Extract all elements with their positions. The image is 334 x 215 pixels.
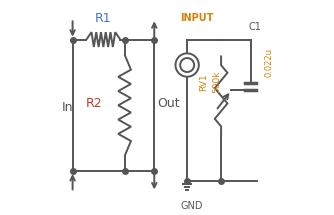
Text: INPUT: INPUT bbox=[180, 13, 213, 23]
Text: R2: R2 bbox=[86, 97, 102, 110]
Text: GND: GND bbox=[180, 201, 203, 211]
Text: R1: R1 bbox=[95, 12, 112, 25]
Text: 500k: 500k bbox=[213, 71, 222, 93]
Text: In: In bbox=[62, 101, 73, 114]
Text: 0.022u: 0.022u bbox=[265, 48, 274, 77]
Text: C1: C1 bbox=[249, 22, 262, 32]
Text: Out: Out bbox=[157, 97, 180, 110]
Text: RV1: RV1 bbox=[199, 73, 208, 91]
